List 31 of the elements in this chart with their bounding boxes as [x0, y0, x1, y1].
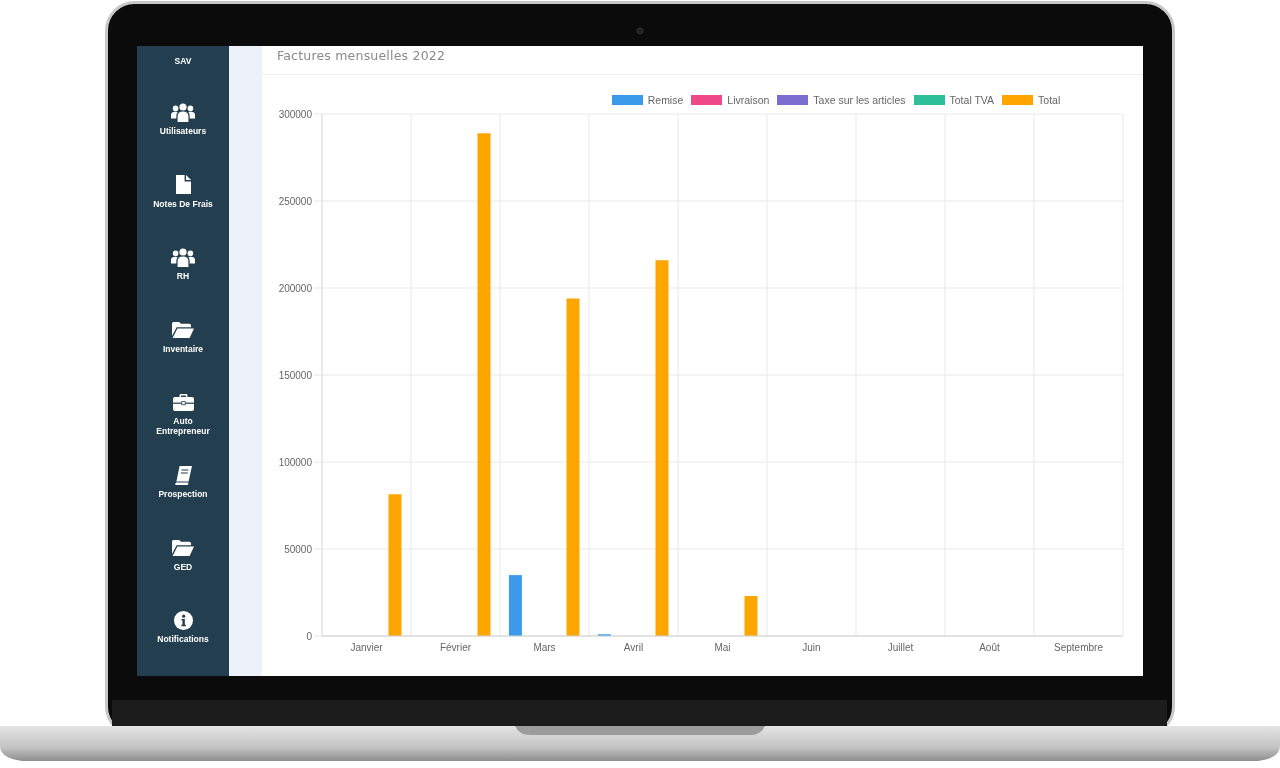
text: Utilisateurs: [159, 126, 207, 136]
y-tick-label: 50000: [284, 543, 313, 555]
y-tick-label: 250000: [278, 195, 313, 207]
x-tick-label: Avril: [623, 642, 644, 654]
text: RH: [176, 271, 190, 282]
text: GED: [173, 561, 193, 572]
legend-label: Remise: [647, 94, 684, 106]
x-tick-label: Juillet: [887, 642, 914, 654]
y-tick-label: 200000: [278, 282, 313, 294]
legend-label: Total: [1038, 94, 1061, 106]
y-tick-label: 300000: [278, 108, 313, 120]
text: Inventaire: [162, 343, 204, 354]
text: Notifications: [157, 634, 209, 645]
x-tick-label: Mai: [714, 642, 731, 654]
text: SAV: [174, 56, 192, 66]
y-tick-label: 0: [306, 630, 313, 642]
x-tick-label: Juin: [802, 642, 821, 654]
legend-label: Livraison: [727, 94, 770, 106]
x-tick-label: Janvier: [350, 642, 384, 654]
text: Notes De Frais: [153, 198, 213, 209]
legend-label: Taxe sur les articles: [813, 94, 906, 106]
text: Prospection: [158, 489, 208, 499]
x-tick-label: Août: [979, 642, 1000, 654]
y-tick-label: 150000: [278, 369, 313, 381]
x-tick-label: Septembre: [1054, 642, 1104, 654]
legend-label: Total TVA: [949, 94, 995, 106]
x-tick-label: Février: [439, 642, 472, 654]
text: Auto Entrepreneur: [156, 416, 210, 437]
y-tick-label: 100000: [278, 456, 313, 468]
x-tick-label: Mars: [533, 642, 556, 654]
chart-title: Factures mensuelles 2022: [277, 48, 446, 63]
